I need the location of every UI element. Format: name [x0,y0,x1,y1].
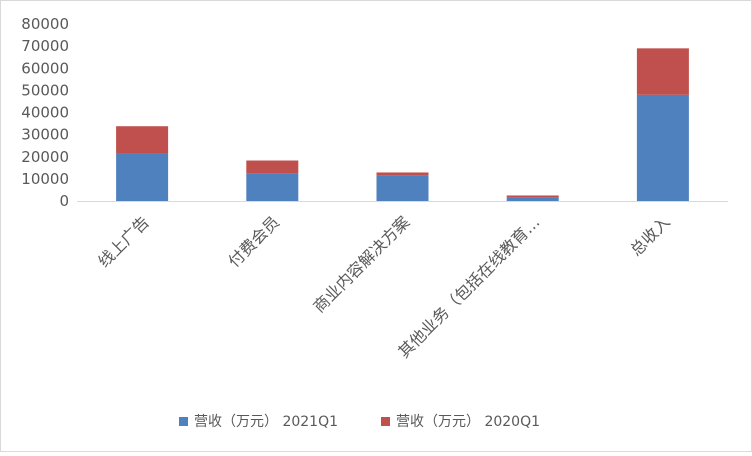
x-category-label: 线上广告 [94,212,153,271]
bar-segment-series-1 [376,175,429,201]
axes: 0 10000 20000 30000 40000 50000 60000 70000 8000… [21,15,728,210]
y-tick-label: 30000 [21,126,69,144]
y-tick-label: 0 [59,192,69,210]
bar-segment-series-2 [636,48,689,95]
y-tick-label: 10000 [21,170,69,188]
y-tick-label: 50000 [21,81,69,99]
bar-segment-series-2 [376,172,429,176]
x-category-label: 其他业务（包括在线教育… [394,212,543,361]
bar-segment-series-2 [116,126,169,154]
bars [116,48,689,201]
x-category-label: 总收入 [626,212,673,259]
y-tick-label: 20000 [21,148,69,166]
legend-swatch [381,417,390,426]
y-tick-label: 80000 [21,15,69,33]
x-category-label: 商业内容解决方案 [309,212,413,316]
bar-segment-series-1 [506,197,559,201]
y-tick-label: 70000 [21,37,69,55]
bar-segment-series-2 [506,195,559,198]
legend-label: 营收（万元） 2021Q1 [194,414,338,430]
bar-segment-series-1 [116,153,169,201]
y-tick-label: 40000 [21,104,69,122]
bar-segment-series-2 [246,160,299,174]
y-tick-label: 60000 [21,59,69,77]
bar-segment-series-1 [246,173,299,201]
bar-segment-series-1 [636,94,689,201]
x-category-label: 付费会员 [224,212,283,271]
legend-swatch [179,417,188,426]
legend-label: 营收（万元） 2020Q1 [396,414,540,430]
legend: 营收（万元） 2021Q1 营收（万元） 2020Q1 [179,414,540,430]
